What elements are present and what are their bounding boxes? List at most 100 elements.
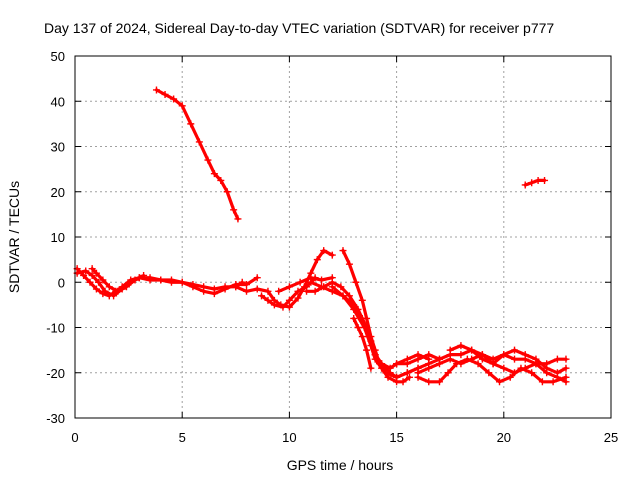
data-point-marker <box>195 138 203 146</box>
data-point-marker <box>496 378 504 386</box>
data-point-marker <box>92 269 100 277</box>
data-series <box>73 86 570 386</box>
data-point-marker <box>82 267 90 275</box>
data-point-marker <box>294 294 302 302</box>
data-point-marker <box>363 346 371 354</box>
data-point-marker <box>88 271 96 279</box>
data-point-marker <box>528 179 536 187</box>
y-tick-label: -10 <box>46 321 65 336</box>
data-point-marker <box>405 373 413 381</box>
y-tick-label: -20 <box>46 366 65 381</box>
x-axis-label: GPS time / hours <box>287 457 394 473</box>
data-point-marker <box>264 287 272 295</box>
data-point-marker <box>446 355 454 363</box>
data-point-marker <box>264 296 272 304</box>
data-point-marker <box>210 290 218 298</box>
data-point-marker <box>506 373 514 381</box>
y-tick-label: -30 <box>46 411 65 426</box>
series-line-track-c <box>90 267 146 293</box>
data-point-marker <box>328 251 336 259</box>
data-point-marker <box>453 360 461 368</box>
y-tick-label: 30 <box>51 140 65 155</box>
data-point-marker <box>360 324 368 331</box>
data-point-marker <box>549 378 557 386</box>
y-tick-label: 10 <box>51 230 65 245</box>
x-tick-label: 15 <box>389 430 403 445</box>
data-point-marker <box>562 355 570 363</box>
data-point-marker <box>541 176 549 184</box>
data-point-marker <box>358 333 366 341</box>
data-point-marker <box>474 360 482 368</box>
data-point-marker <box>86 278 94 286</box>
data-point-marker <box>345 260 353 268</box>
data-point-marker <box>131 276 139 284</box>
data-point-marker <box>328 283 336 291</box>
data-point-marker <box>457 351 465 359</box>
series-line-track-p <box>154 88 240 221</box>
data-point-marker <box>367 333 375 341</box>
data-point-marker <box>99 276 107 284</box>
data-point-marker <box>532 355 540 363</box>
data-point-marker <box>534 176 542 184</box>
data-point-marker <box>223 188 231 196</box>
data-point-marker <box>371 346 379 354</box>
data-point-marker <box>414 373 422 381</box>
data-point-marker <box>140 271 148 279</box>
data-point-marker <box>146 274 154 282</box>
data-point-marker <box>285 283 293 291</box>
data-point-marker <box>80 271 88 279</box>
data-point-marker <box>243 287 251 295</box>
data-point-marker <box>500 364 508 372</box>
data-point-marker <box>204 156 212 164</box>
data-point-marker <box>110 292 118 300</box>
x-tick-label: 20 <box>497 430 511 445</box>
data-point-marker <box>258 292 266 300</box>
data-point-marker <box>367 364 375 372</box>
data-point-marker <box>279 303 287 311</box>
axis-ticks: 0 5 10 15 20 25 50 40 30 20 10 0 -10 -20 -30 <box>46 49 618 445</box>
data-point-marker <box>167 276 175 284</box>
data-point-marker <box>294 287 302 295</box>
y-tick-label: 50 <box>51 49 65 64</box>
plot-frame <box>74 55 612 419</box>
data-point-marker <box>243 281 251 289</box>
series-line-track-j <box>341 249 442 379</box>
data-point-marker <box>114 287 122 295</box>
data-point-marker <box>318 283 326 291</box>
data-point-marker <box>161 90 169 98</box>
data-point-marker <box>485 369 493 377</box>
data-point-marker <box>444 369 452 377</box>
data-point-marker <box>285 303 293 311</box>
series-line-track-b <box>75 269 259 298</box>
data-point-marker <box>511 355 519 363</box>
x-tick-label: 5 <box>179 430 186 445</box>
data-point-marker <box>538 378 546 386</box>
series-line-track-o <box>448 344 568 375</box>
data-point-marker <box>350 314 358 322</box>
data-point-marker <box>187 120 195 128</box>
data-point-marker <box>562 373 570 381</box>
data-point-marker <box>345 292 353 300</box>
data-point-marker <box>307 278 315 286</box>
data-point-marker <box>425 378 433 386</box>
data-point-marker <box>337 283 345 291</box>
data-point-marker <box>517 364 525 372</box>
data-point-marker <box>352 278 360 286</box>
data-point-marker <box>354 324 362 331</box>
data-point-marker <box>178 278 186 286</box>
data-point-marker <box>350 305 358 313</box>
data-point-marker <box>521 181 529 189</box>
data-point-marker <box>210 170 218 178</box>
data-point-marker <box>285 296 293 304</box>
data-point-marker <box>234 215 242 223</box>
data-point-marker <box>543 364 551 372</box>
data-point-marker <box>393 373 401 381</box>
y-tick-label: 20 <box>51 185 65 200</box>
data-point-marker <box>88 265 96 273</box>
data-point-marker <box>200 287 208 295</box>
data-point-marker <box>435 360 443 368</box>
data-point-marker <box>446 346 454 354</box>
data-point-marker <box>382 369 390 377</box>
data-point-marker <box>170 95 178 103</box>
series-line-track-e <box>259 276 317 309</box>
